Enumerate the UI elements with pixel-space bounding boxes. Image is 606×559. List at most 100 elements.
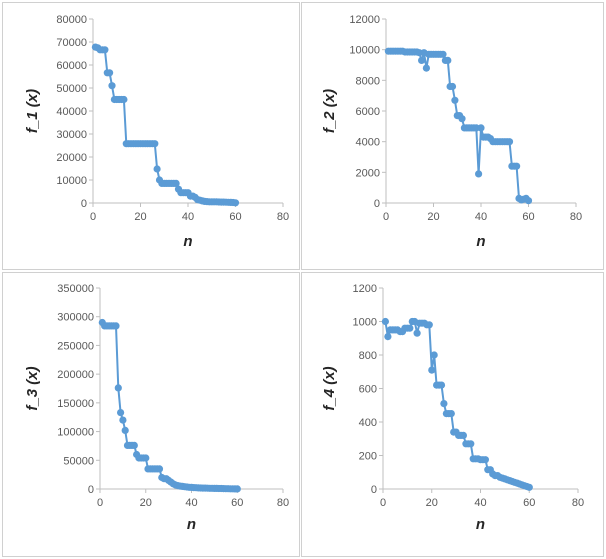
data-point: [151, 140, 159, 148]
x-axis-label: n: [476, 233, 485, 250]
data-point: [130, 441, 138, 449]
x-tick-label: 0: [380, 497, 386, 509]
data-point: [437, 381, 446, 389]
data-point: [117, 409, 125, 417]
x-tick-label: 60: [231, 497, 243, 509]
x-tick-label: 40: [474, 497, 486, 509]
chart-f1: 0 10000 20000 30000 40000 50000 60000 70000 8000…: [24, 14, 289, 250]
data-point: [153, 165, 161, 173]
data-point: [525, 483, 533, 491]
data-point: [459, 431, 467, 439]
data-point: [477, 124, 485, 132]
data-point: [155, 465, 164, 473]
data-point: [114, 384, 122, 392]
y-tick-label: 100000: [57, 427, 94, 439]
data-point: [413, 329, 421, 337]
data-point: [418, 56, 426, 64]
data-point: [101, 46, 109, 54]
data-point: [440, 400, 448, 408]
x-tick-label: 40: [182, 211, 194, 223]
y-tick-label: 150000: [57, 398, 94, 410]
y-tick-label: 30000: [56, 129, 87, 141]
x-tick-label: 0: [383, 211, 389, 223]
data-point: [422, 64, 430, 72]
data-point: [448, 82, 457, 91]
x-tick-label: 60: [229, 211, 241, 223]
data-point: [119, 416, 127, 424]
data-point: [233, 485, 241, 493]
x-tick-label: 0: [90, 211, 96, 223]
data-point: [428, 366, 436, 374]
series-line: [384, 320, 530, 489]
x-tick-label: 60: [523, 497, 535, 509]
data-point: [384, 333, 392, 341]
data-point: [121, 426, 129, 434]
y-tick-label: 800: [359, 350, 377, 362]
y-tick-label: 8000: [356, 75, 380, 87]
y-tick-label: 50000: [56, 83, 87, 95]
data-point: [513, 162, 521, 170]
y-tick-label: 10000: [56, 175, 87, 187]
series-line: [388, 50, 530, 202]
x-tick-label: 20: [134, 211, 146, 223]
data-point: [425, 321, 433, 329]
series-line: [101, 321, 238, 490]
x-tick-label: 80: [277, 211, 289, 223]
y-tick-label: 0: [88, 484, 94, 496]
y-tick-label: 0: [81, 198, 87, 210]
y-tick-label: 50000: [63, 455, 94, 467]
x-tick-label: 0: [97, 497, 103, 509]
x-tick-label: 20: [427, 211, 439, 223]
data-point: [447, 410, 455, 418]
data-point: [481, 456, 489, 464]
x-tick-label: 80: [277, 497, 289, 509]
y-tick-label: 20000: [56, 152, 87, 164]
y-tick-label: 400: [359, 417, 377, 429]
x-axis-label: n: [187, 516, 196, 533]
y-tick-label: 250000: [57, 340, 94, 352]
data-point: [505, 138, 514, 146]
x-axis-label: n: [476, 516, 485, 533]
y-tick-label: 12000: [349, 14, 380, 26]
y-tick-label: 4000: [356, 137, 380, 149]
y-tick-label: 200000: [57, 369, 94, 381]
data-point: [439, 50, 447, 58]
y-axis-label: f_1 (x): [24, 89, 41, 133]
x-tick-label: 60: [522, 211, 534, 223]
data-point: [451, 96, 459, 104]
data-point: [106, 69, 114, 77]
chart-f3: 0 50000 100000 150000 200000 250000 300000 3500…: [24, 283, 289, 533]
chart-f2: 0 2000 4000 6000 8000 10000 12000 0 20 40 60 80 f_2 …: [321, 14, 582, 250]
x-axis-label: n: [183, 233, 192, 250]
chart-f4: 0 200 400 600 800 1000 1200 0 20 40 60 80 f_4 (x) n: [321, 283, 584, 533]
y-tick-label: 60000: [56, 60, 87, 72]
y-tick-label: 2000: [356, 167, 380, 179]
y-tick-label: 1000: [353, 317, 377, 329]
x-tick-label: 20: [426, 497, 438, 509]
data-point: [430, 351, 438, 359]
y-tick-label: 40000: [56, 106, 87, 118]
y-axis-label: f_3 (x): [24, 366, 41, 410]
x-tick-label: 40: [475, 211, 487, 223]
y-axis-label: f_2 (x): [321, 89, 338, 133]
data-point: [108, 82, 116, 90]
y-axis-label: f_4 (x): [321, 366, 338, 410]
chart-panel-f4: 0 200 400 600 800 1000 1200 0 20 40 60 80 f_4 (x) n: [301, 272, 604, 557]
data-point: [467, 440, 475, 448]
y-tick-label: 80000: [56, 14, 87, 26]
y-tick-label: 10000: [349, 45, 380, 57]
y-tick-label: 0: [371, 484, 377, 496]
y-tick-label: 1200: [353, 283, 377, 295]
data-point: [142, 454, 150, 462]
y-tick-label: 6000: [356, 106, 380, 118]
data-point: [381, 317, 389, 326]
x-tick-label: 80: [570, 211, 582, 223]
data-point: [120, 95, 128, 104]
data-point: [458, 115, 466, 123]
data-point: [475, 170, 483, 178]
chart-panel-f2: 0 2000 4000 6000 8000 10000 12000 0 20 40 60 80 f_2 …: [301, 2, 604, 270]
series-line: [95, 46, 236, 204]
data-point: [231, 199, 240, 207]
data-point: [444, 56, 452, 64]
data-point: [172, 179, 180, 187]
